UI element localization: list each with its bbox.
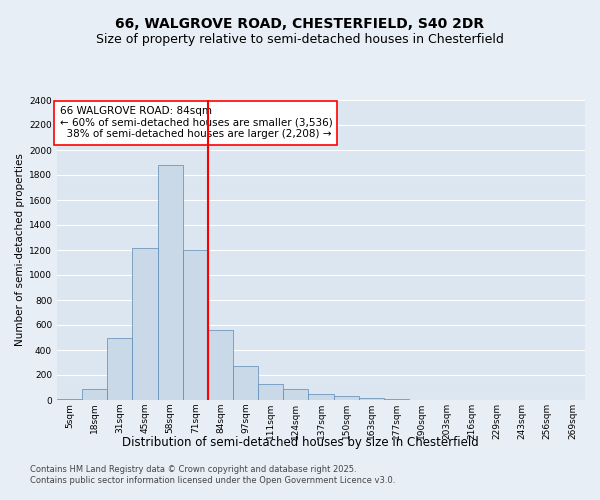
Bar [334,396,359,400]
Bar [82,389,107,400]
Bar [107,338,133,400]
Bar [158,165,183,400]
Text: Contains HM Land Registry data © Crown copyright and database right 2025.
Contai: Contains HM Land Registry data © Crown c… [30,466,395,484]
Bar [208,330,233,400]
Text: 66, WALGROVE ROAD, CHESTERFIELD, S40 2DR: 66, WALGROVE ROAD, CHESTERFIELD, S40 2DR [115,18,485,32]
Bar [359,398,384,400]
Text: 66 WALGROVE ROAD: 84sqm
← 60% of semi-detached houses are smaller (3,536)
  38% : 66 WALGROVE ROAD: 84sqm ← 60% of semi-de… [59,106,332,140]
Text: Distribution of semi-detached houses by size in Chesterfield: Distribution of semi-detached houses by … [122,436,478,449]
Bar [283,389,308,400]
Y-axis label: Number of semi-detached properties: Number of semi-detached properties [15,154,25,346]
Bar [308,394,334,400]
Bar [233,366,258,400]
Bar [258,384,283,400]
Bar [183,250,208,400]
Bar [133,248,158,400]
Text: Size of property relative to semi-detached houses in Chesterfield: Size of property relative to semi-detach… [96,32,504,46]
